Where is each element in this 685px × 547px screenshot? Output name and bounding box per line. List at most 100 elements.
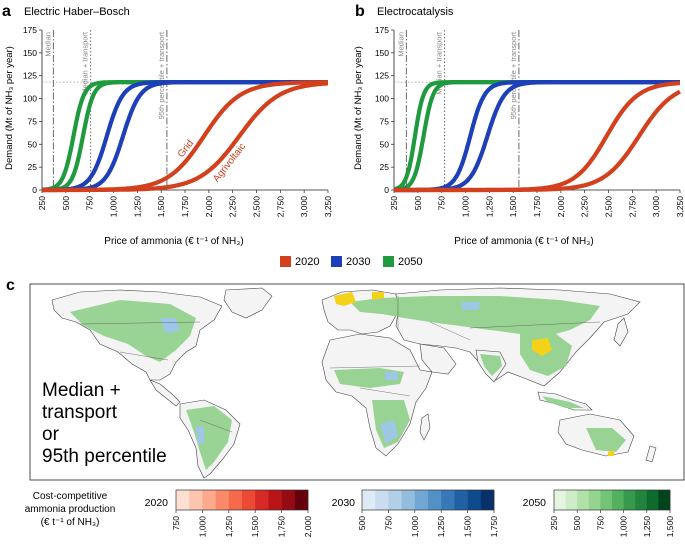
colorbar-2030-tick-label: 1,250 xyxy=(436,516,446,538)
map-overlay-line-1: Median + xyxy=(42,380,121,401)
panel-b-xtick-label: 1,750 xyxy=(532,196,542,218)
panel-b-xtick-label: 500 xyxy=(413,196,423,210)
panel-b-xtick-label: 1,500 xyxy=(508,196,518,218)
panel-b-plot-area: 0 25 50 75 100 125 150 175 250 500 750 1,000 1,250 1,… xyxy=(375,25,685,217)
colorbar-2020-tick-label: 750 xyxy=(171,516,181,530)
colorbar-2050-tick-label: 500 xyxy=(572,516,582,530)
panel-a-ytick-label: 100 xyxy=(23,94,37,104)
colorbar-2030-tick-label: 500 xyxy=(357,516,367,530)
new-zealand-shape xyxy=(645,445,657,463)
panel-a-ytick-label: 150 xyxy=(23,48,37,58)
colorbar-2020-swatch xyxy=(189,490,203,510)
panel-a-chart: a Electric Haber–Bosch Demand (Mt of NH₃… xyxy=(2,3,333,247)
colorbar-2050-swatch xyxy=(577,490,590,510)
map-overlay-line-2: transport xyxy=(42,402,118,423)
colorbar-2030-tick-label: 750 xyxy=(383,516,393,530)
colorbar-2020-swatch xyxy=(255,490,269,510)
colorbar-2020-swatch xyxy=(294,490,309,510)
central-america-shape xyxy=(149,379,181,407)
colorbar-2030-swatch xyxy=(441,490,455,510)
colorbar-title-line-3: (€ t⁻¹ of NH₃) xyxy=(41,517,100,528)
colorbar-2030-swatch xyxy=(428,490,442,510)
colorbar-2020-tick-label: 2,000 xyxy=(303,516,313,538)
border-us-mexico xyxy=(119,351,169,361)
panel-b-ylabel: Demand (Mt of NH₃ per year) xyxy=(353,46,364,170)
colorbar-2030-swatch xyxy=(362,490,376,510)
colorbar-2030-tick-label: 1,000 xyxy=(410,516,420,538)
panel-a-xtick-label: 2,000 xyxy=(204,196,214,218)
border-china-russia xyxy=(469,321,601,329)
colorbar-2020-swatch xyxy=(242,490,256,510)
madagascar-shape xyxy=(419,413,431,441)
panel-b-xtick-label: 250 xyxy=(389,196,399,210)
panel-b-ytick-label: 150 xyxy=(375,48,389,58)
panel-b-xtick-label: 3,250 xyxy=(675,196,685,218)
legend-label-2050: 2050 xyxy=(398,256,422,268)
colorbar-2050-tick-label: 250 xyxy=(549,516,559,530)
colorbar-2020-swatch xyxy=(176,490,190,510)
coverage-yellow-europe xyxy=(334,292,356,306)
coverage-blue-andes xyxy=(196,426,204,444)
map-overlay-line-4: 95th percentile xyxy=(42,446,167,467)
border-sahara xyxy=(329,365,421,369)
panel-a-ytick-label: 75 xyxy=(28,116,38,126)
coverage-europe-asia xyxy=(350,296,600,336)
panel-b-series-2020-curve xyxy=(392,89,682,193)
colorbar-2050-frame xyxy=(553,489,671,511)
japan-shape xyxy=(613,317,629,347)
panel-a-series-2020-curve xyxy=(40,81,330,193)
border-brazil xyxy=(199,419,233,433)
country-borders xyxy=(79,296,601,433)
colorbar-2030-swatch xyxy=(375,490,389,510)
map-overlay-line-3: or xyxy=(42,424,60,445)
panel-a-xtick-label: 1,000 xyxy=(109,196,119,218)
colorbar-2030-swatch xyxy=(454,490,468,510)
panel-a-reference-label: Median xyxy=(43,32,52,57)
colorbar-2050-swatch xyxy=(658,490,671,510)
colorbar-2050-tick-label: 750 xyxy=(595,516,605,530)
panel-b-ytick-label: 75 xyxy=(380,116,390,126)
coverage-yellow-scandinavia xyxy=(372,292,384,300)
colorbar-2020-swatch xyxy=(281,490,296,510)
panel-a-ytick-label: 175 xyxy=(23,25,37,35)
colorbar-2030-swatch xyxy=(401,490,416,510)
colorbar-2050-swatch xyxy=(623,490,636,510)
colorbar-2050-swatch xyxy=(554,490,566,510)
border-africa-central xyxy=(359,387,411,397)
colorbar-2050-swatch xyxy=(612,490,624,510)
panel-b-xlabel: Price of ammonia (€ t⁻¹ of NH₃) xyxy=(454,236,593,247)
panel-b-xtick-label: 1,000 xyxy=(461,196,471,218)
panel-a-ytick-label: 125 xyxy=(23,71,37,81)
coverage-yellow-pacific xyxy=(608,450,614,456)
panel-b-xtick-label: 2,500 xyxy=(604,196,614,218)
panel-b-ytick-label: 175 xyxy=(375,25,389,35)
panel-b-xtick-label: 2,750 xyxy=(627,196,637,218)
legend-label-2020: 2020 xyxy=(295,256,319,268)
panel-a-xtick-label: 250 xyxy=(37,196,47,210)
colorbar-2020-swatch xyxy=(215,490,230,510)
coverage-yellow-china xyxy=(532,338,552,356)
yellow-coverage-2020 xyxy=(334,292,614,456)
coverage-blue-asia xyxy=(462,302,480,310)
panel-a-xtick-label: 1,250 xyxy=(132,196,142,218)
panel-a-ytick-label: 0 xyxy=(32,185,37,195)
panel-b-xtick-label: 1,250 xyxy=(484,196,494,218)
panel-a-xtick-label: 2,250 xyxy=(228,196,238,218)
border-us-canada xyxy=(79,321,201,325)
year-legend: 2020 2030 2050 xyxy=(280,256,422,268)
colorbar-2050-tick-label: 1,000 xyxy=(619,516,629,538)
colorbar-2050-swatch xyxy=(588,490,601,510)
colorbar-year-2020: 2020 xyxy=(145,497,169,509)
colorbar-2020-tick-label: 1,500 xyxy=(250,516,260,538)
panel-b-xtick-label: 750 xyxy=(437,196,447,210)
colorbar-2050-swatch xyxy=(635,490,648,510)
coverage-north-america xyxy=(70,300,196,362)
colorbar-2050-swatch xyxy=(565,490,578,510)
legend-swatch-2050 xyxy=(383,256,394,267)
panel-a-reference-label: Median + transport xyxy=(81,31,90,95)
arabia-shape xyxy=(419,343,457,375)
panel-a-title: Electric Haber–Bosch xyxy=(24,6,130,18)
colorbar-title-line-2: ammonia production xyxy=(25,504,116,515)
colorbar-2050-tick-label: 1,250 xyxy=(642,516,652,538)
panel-b-reference-label: Median xyxy=(396,32,405,57)
